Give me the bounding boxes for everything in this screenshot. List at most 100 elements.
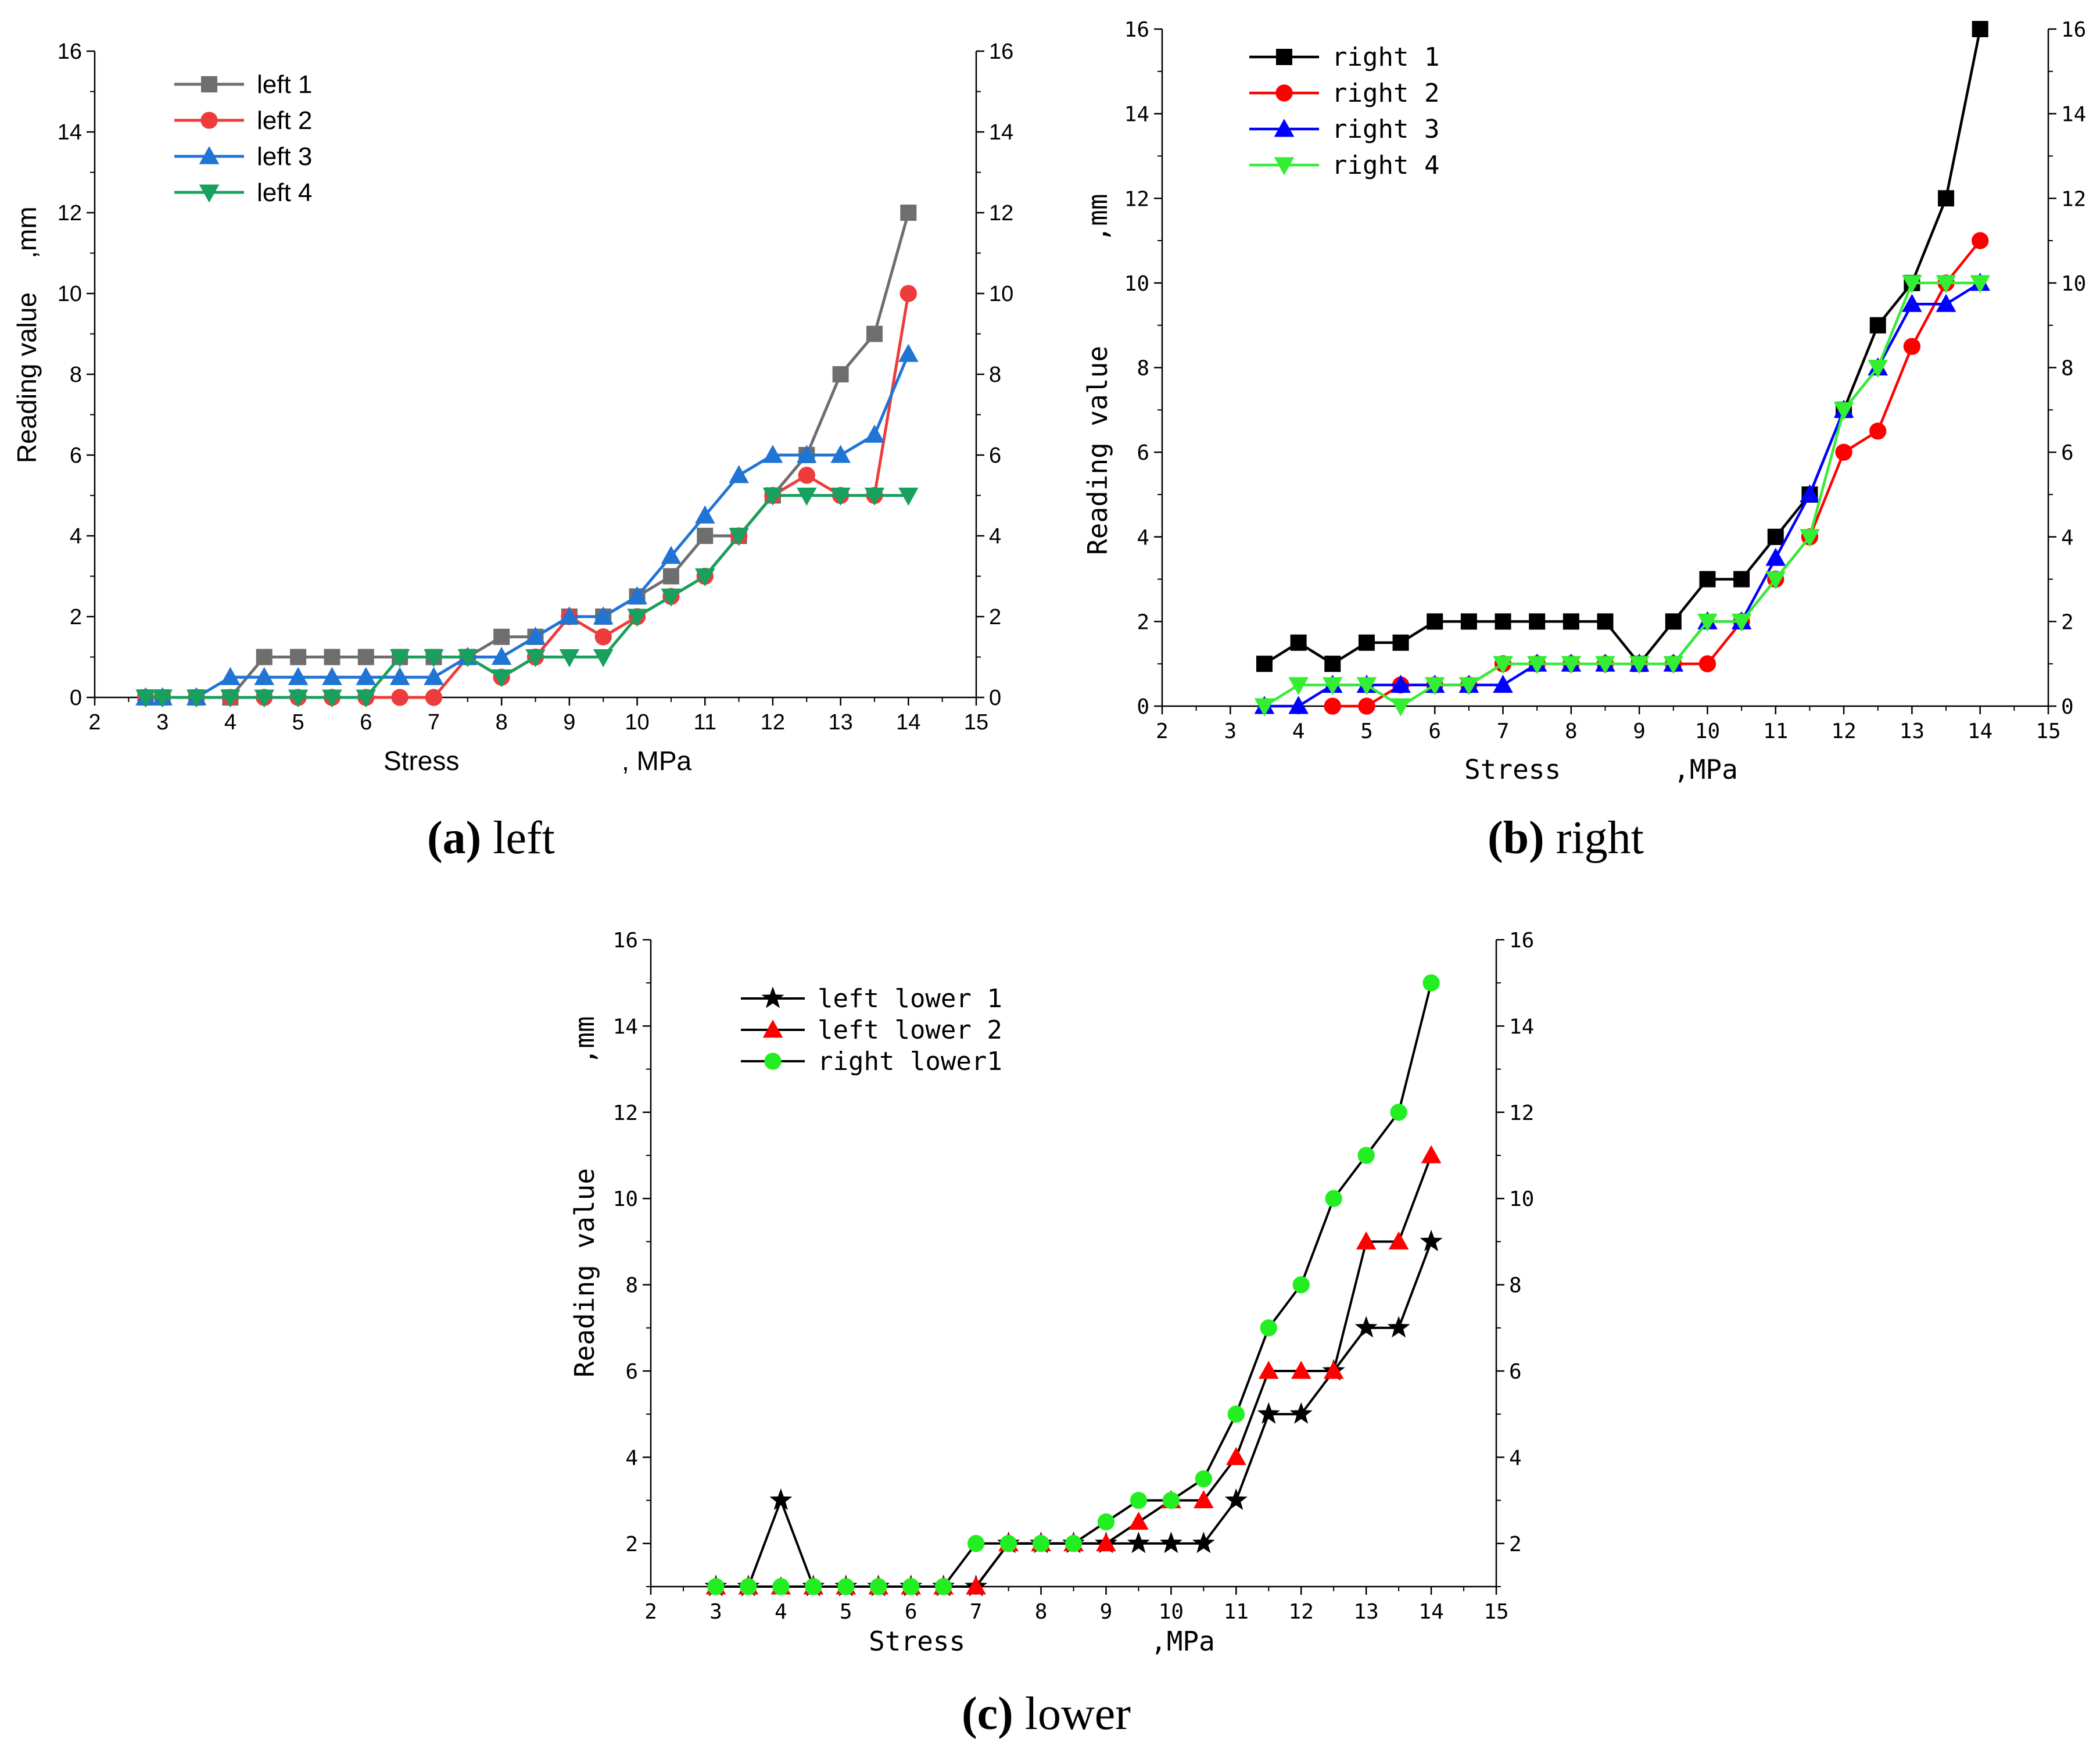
data-point <box>1902 275 1922 293</box>
data-point <box>425 689 443 706</box>
x-tick-label: 2 <box>1156 720 1169 743</box>
y-tick-label-right: 10 <box>2061 272 2086 296</box>
y-tick-label-left: 14 <box>58 120 82 145</box>
data-point <box>1195 1470 1212 1488</box>
y-tick-label-right: 2 <box>989 605 1001 629</box>
data-point <box>772 1578 790 1595</box>
series-line <box>715 1155 1432 1588</box>
data-point <box>1358 634 1375 651</box>
data-point <box>1936 275 1956 293</box>
data-point <box>1324 656 1341 672</box>
legend-item: left lower 1 <box>741 984 1002 1014</box>
data-point <box>1289 1402 1313 1424</box>
x-tick-label: 15 <box>2036 720 2060 743</box>
legend-marker <box>1274 157 1295 176</box>
x-tick-label: 15 <box>1483 1600 1508 1624</box>
data-point <box>1322 677 1343 696</box>
y-tick-label-left: 6 <box>70 443 82 468</box>
x-axis-label: Stress <box>869 1626 965 1657</box>
y-tick-label-right: 14 <box>989 120 1013 145</box>
x-tick-label: 6 <box>905 1600 918 1624</box>
x-tick-label: 10 <box>625 710 649 735</box>
data-point <box>762 488 783 506</box>
data-point <box>898 488 919 506</box>
x-tick-label: 5 <box>1360 720 1373 743</box>
data-point <box>1388 1231 1409 1250</box>
data-point <box>898 343 919 362</box>
y-tick-label-left: 8 <box>625 1274 638 1298</box>
legend-item: left 2 <box>174 106 312 135</box>
data-point <box>1254 698 1275 717</box>
data-point <box>661 546 682 564</box>
legend-marker <box>764 1053 782 1070</box>
y-tick-label-left: 8 <box>70 363 82 387</box>
legend-marker <box>761 986 784 1008</box>
x-tick-label: 5 <box>840 1600 852 1624</box>
legend-label: left 4 <box>257 178 312 207</box>
legend-marker <box>200 112 218 129</box>
x-tick-label: 4 <box>775 1600 787 1624</box>
data-point <box>391 689 408 706</box>
data-point <box>864 488 885 506</box>
series-line <box>145 494 909 699</box>
y-axis-unit: ,mm <box>569 1016 600 1064</box>
x-tick-label: 10 <box>1695 720 1720 743</box>
data-point <box>322 667 342 685</box>
data-point <box>220 689 241 708</box>
x-tick-label: 9 <box>1633 720 1646 743</box>
legend-label: right 3 <box>1332 114 1439 144</box>
series-line <box>1263 281 1980 708</box>
x-tick-label: 3 <box>1224 720 1237 743</box>
data-point <box>837 1578 855 1595</box>
data-point <box>729 528 749 546</box>
series-left-4 <box>135 488 919 708</box>
data-point <box>1194 1490 1214 1509</box>
data-point <box>902 1578 920 1595</box>
y-tick-label-right: 14 <box>2061 103 2086 127</box>
x-tick-label: 9 <box>1100 1600 1113 1624</box>
x-tick-label: 8 <box>496 710 508 735</box>
y-tick-label-left: 10 <box>1124 272 1149 296</box>
x-tick-label: 5 <box>292 710 304 735</box>
data-point <box>1800 484 1820 503</box>
x-tick-label: 2 <box>644 1600 657 1624</box>
y-tick-label-right: 12 <box>989 201 1013 225</box>
data-point <box>1731 613 1752 632</box>
data-point <box>740 1578 757 1595</box>
data-point <box>729 465 749 484</box>
y-tick-label-left: 16 <box>1124 18 1149 42</box>
data-point <box>1354 1316 1378 1338</box>
legend-marker <box>199 184 220 203</box>
x-tick-label: 2 <box>88 710 101 735</box>
data-point <box>1356 1231 1377 1250</box>
legend-marker <box>1276 49 1292 65</box>
data-point <box>627 608 647 627</box>
data-point <box>1663 656 1684 674</box>
data-point <box>1224 1488 1248 1510</box>
legend-label: right 2 <box>1332 78 1439 108</box>
data-point <box>559 649 580 668</box>
data-point <box>1391 698 1411 717</box>
legend-item: left 4 <box>174 178 312 207</box>
data-point <box>1869 317 1886 334</box>
data-point <box>254 667 275 685</box>
data-point <box>796 488 817 506</box>
data-point <box>290 649 307 665</box>
data-point <box>424 667 444 685</box>
legend-marker <box>1275 84 1293 102</box>
data-point <box>1130 1491 1148 1509</box>
data-point <box>1421 1145 1442 1164</box>
x-tick-label: 12 <box>1831 720 1856 743</box>
legend-label: right 4 <box>1332 151 1439 180</box>
data-point <box>593 606 614 625</box>
data-point <box>288 689 309 708</box>
x-tick-label: 4 <box>1292 720 1305 743</box>
data-point <box>694 568 715 587</box>
data-point <box>1291 1361 1311 1379</box>
legend-item: right lower1 <box>741 1047 1002 1076</box>
y-axis-label: Reading value <box>1082 346 1113 555</box>
legend-marker <box>762 1019 783 1038</box>
data-point <box>1733 571 1750 588</box>
y-tick-label-left: 16 <box>613 929 638 953</box>
data-point <box>999 1535 1017 1552</box>
